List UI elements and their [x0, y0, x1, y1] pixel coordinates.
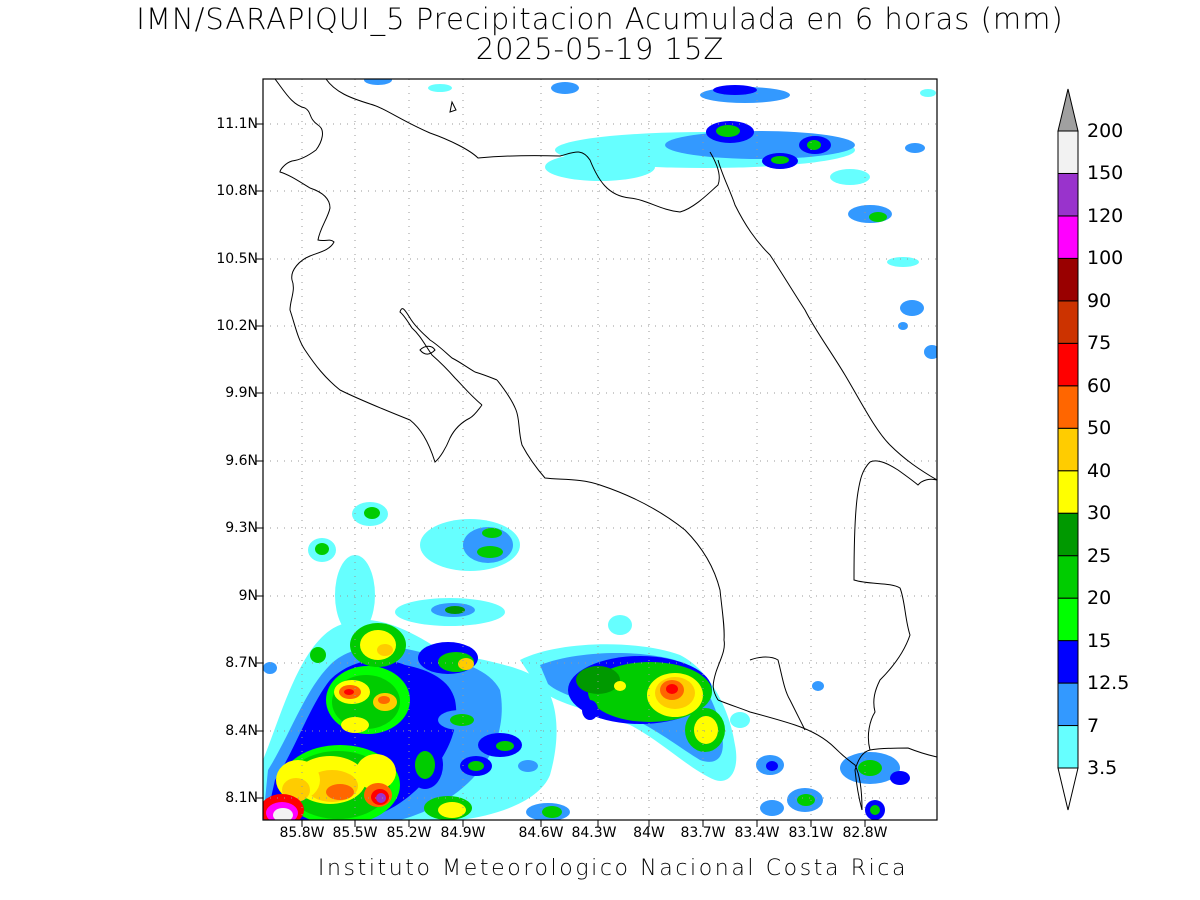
colorbar-segment [1057, 470, 1079, 514]
rain-cell-pacific-southwest [263, 502, 632, 820]
graticule [263, 79, 937, 820]
lat-tick-label: 8.7N [225, 655, 258, 671]
colorbar-segment [1057, 130, 1079, 174]
colorbar-label: 120 [1087, 204, 1124, 227]
rain-cell-osa-region [520, 644, 910, 820]
lat-tick-label: 9.9N [225, 385, 258, 401]
map-valid-time: 2025-05-19 15Z [475, 32, 725, 66]
colorbar-segment [1057, 215, 1079, 259]
lon-tick-label: 84W [633, 825, 665, 841]
credit-text: Instituto Meteorologico Nacional Costa R… [317, 856, 909, 881]
colorbar-label: 7 [1087, 714, 1100, 737]
nicaragua-border [325, 79, 720, 213]
colorbar-label: 100 [1087, 247, 1124, 270]
precipitation-field [263, 79, 937, 820]
colorbar-over-arrow [1057, 88, 1079, 132]
colorbar-segment [1057, 597, 1079, 642]
island-lake-nicoya [419, 345, 436, 355]
lat-tick-label: 10.8N [216, 183, 258, 199]
colorbar-under-arrow [1057, 767, 1079, 811]
colorbar-segment [1057, 257, 1079, 302]
colorbar-segment [1057, 682, 1079, 727]
colorbar-label: 3.5 [1087, 757, 1118, 779]
lon-tick-label: 85.2W [386, 825, 432, 841]
colorbar-label: 50 [1087, 417, 1112, 440]
colorbar-label: 75 [1087, 332, 1112, 355]
pacific-coast-north [274, 79, 483, 463]
colorbar-segment [1057, 385, 1079, 429]
plot-frame [262, 78, 938, 821]
lat-tick-label: 11.1N [216, 116, 258, 132]
colorbar-label: 30 [1087, 502, 1112, 525]
colorbar-segment [1057, 300, 1079, 344]
pacific-coast-central [496, 379, 725, 701]
colorbar-label: 90 [1087, 289, 1112, 312]
lat-tick-label: 9N [238, 588, 258, 604]
rain-cell-north-coast [364, 79, 937, 359]
island-north [449, 100, 457, 113]
colorbar-segments [1057, 130, 1079, 769]
colorbar-segment [1057, 342, 1079, 387]
colorbar-segment [1057, 555, 1079, 599]
colorbar-label: 150 [1087, 162, 1124, 185]
lat-tick-label: 10.2N [216, 318, 258, 334]
colorbar-segment [1057, 172, 1079, 217]
lon-tick-label: 84.9W [440, 825, 486, 841]
map-title: IMN/SARAPIQUI_5 Precipitacion Acumulada … [136, 2, 1064, 36]
colorbar-segment [1057, 512, 1079, 557]
lat-tick-label: 10.5N [216, 251, 258, 267]
colorbar-label: 60 [1087, 374, 1112, 397]
lon-tick-label: 82.8W [842, 825, 888, 841]
lat-tick-label: 8.4N [225, 723, 258, 739]
lon-tick-label: 83.1W [788, 825, 834, 841]
caribbean-coast [717, 159, 937, 481]
axis-ticks [256, 123, 866, 827]
colorbar-label: 25 [1087, 544, 1112, 567]
panama-inland-border [853, 460, 937, 751]
lon-tick-label: 84.6W [518, 825, 564, 841]
lon-tick-label: 83.7W [680, 825, 726, 841]
coastlines-and-borders [274, 79, 937, 811]
lon-tick-label: 84.3W [571, 825, 617, 841]
osa-peninsula-coast [749, 656, 806, 731]
colorbar-label: 15 [1087, 629, 1112, 652]
gulf-of-nicoya [399, 308, 498, 406]
lon-tick-label: 85.8W [279, 825, 325, 841]
colorbar-segment [1057, 725, 1079, 769]
colorbar-label: 20 [1087, 587, 1112, 610]
colorbar-label: 12.5 [1087, 672, 1130, 695]
lat-tick-label: 8.1N [225, 790, 258, 806]
colorbar-segment [1057, 427, 1079, 472]
colorbar-label: 40 [1087, 459, 1112, 482]
lat-tick-label: 9.3N [225, 520, 258, 536]
lon-tick-label: 83.4W [734, 825, 780, 841]
lon-tick-label: 85.5W [332, 825, 378, 841]
lat-tick-label: 9.6N [225, 453, 258, 469]
colorbar-segment [1057, 640, 1079, 684]
colorbar-label: 200 [1087, 120, 1124, 142]
